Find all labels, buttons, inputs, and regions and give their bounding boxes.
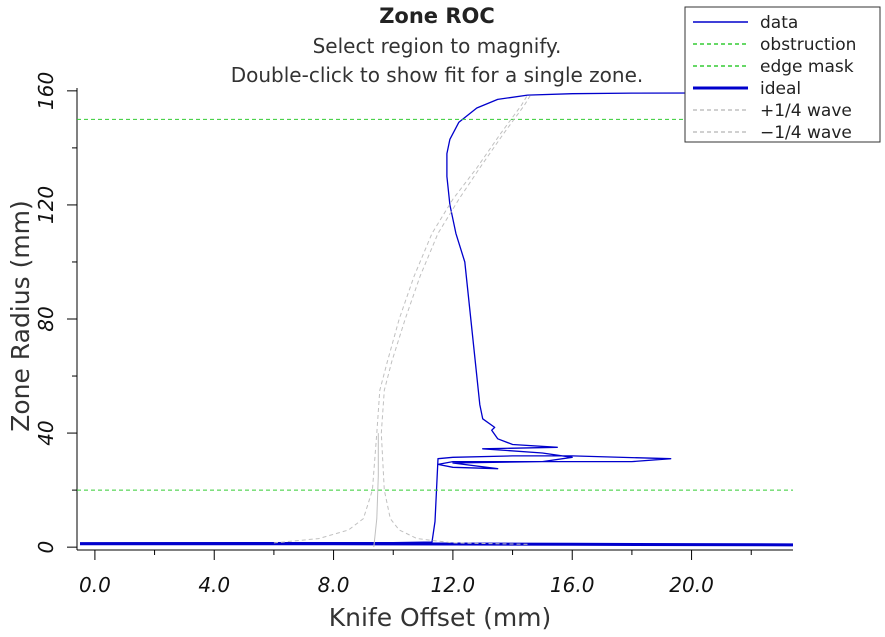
y-tick-label: 80 <box>34 306 58 331</box>
y-axis-label: Zone Radius (mm) <box>6 200 35 432</box>
x-tick-label: 0.0 <box>79 573 111 597</box>
legend-label: edge mask <box>760 57 854 77</box>
legend-label: −1/4 wave <box>760 123 852 143</box>
series--1-4-wave <box>273 94 528 544</box>
series-ideal <box>80 542 794 547</box>
legend-label: obstruction <box>760 35 856 55</box>
x-tick-label: 12.0 <box>431 573 476 597</box>
legend-label: +1/4 wave <box>760 101 852 121</box>
series-group <box>77 92 794 548</box>
axis-ticks: 0.0 4.0 8.0 12.0 16.0 20.0 0 40 80 120 160 <box>34 72 752 597</box>
legend-box <box>684 6 881 143</box>
series--1-4-wave <box>380 94 531 545</box>
x-tick-label: 4.0 <box>198 573 230 597</box>
series-zone <box>373 433 379 548</box>
series-data <box>79 92 794 544</box>
legend-label: data <box>760 13 798 33</box>
chart-title: Zone ROC <box>379 4 495 28</box>
chart-subtitle-line-1: Select region to magnify. <box>313 34 562 58</box>
x-tick-label: 20.0 <box>669 573 714 597</box>
y-tick-label: 160 <box>34 72 58 110</box>
x-tick-label: 16.0 <box>550 573 595 597</box>
y-tick-label: 40 <box>34 420 58 445</box>
chart-subtitle-line-2: Double-click to show fit for a single zo… <box>231 63 644 87</box>
plot-area[interactable] <box>76 88 793 551</box>
y-tick-label: 120 <box>34 186 58 224</box>
y-tick-label: 0 <box>34 541 58 554</box>
x-tick-label: 8.0 <box>318 573 350 597</box>
x-axis-label: Knife Offset (mm) <box>329 603 552 632</box>
legend-label: ideal <box>760 79 801 99</box>
